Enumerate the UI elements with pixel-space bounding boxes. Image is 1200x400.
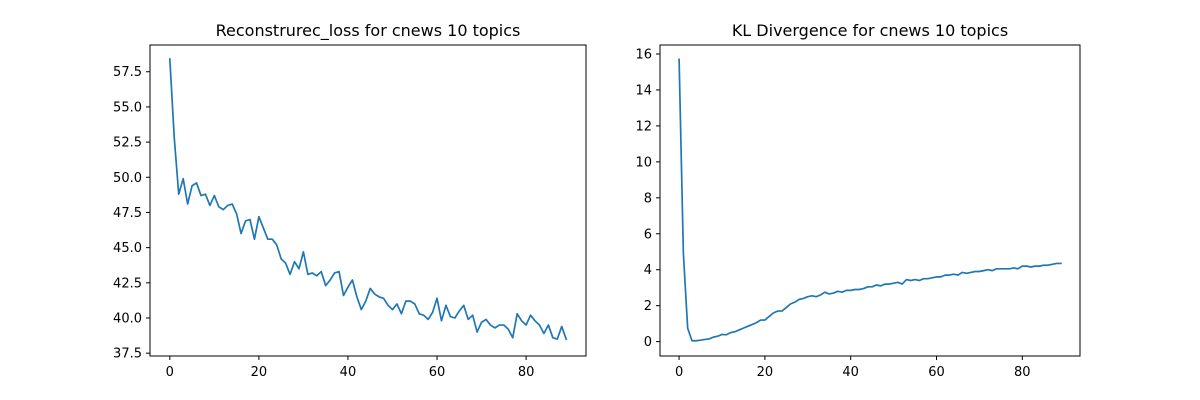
y-tick-label: 37.5	[113, 347, 142, 362]
y-tick-label: 52.5	[113, 136, 142, 151]
axes-frame	[149, 44, 587, 357]
x-tick-label: 40	[842, 365, 859, 380]
x-tick-label: 20	[251, 365, 268, 380]
y-tick-label: 14	[635, 83, 652, 98]
series-line	[168, 58, 568, 341]
x-tick-label: 60	[429, 365, 446, 380]
x-tick-label: 80	[1014, 365, 1031, 380]
y-tick-label: 45.0	[113, 241, 142, 256]
y-tick-label: 42.5	[113, 276, 142, 291]
y-tick-label: 55.0	[113, 100, 142, 115]
series-line	[678, 58, 1062, 342]
x-tick-label: 40	[340, 365, 357, 380]
x-tick-label: 0	[675, 365, 683, 380]
chart-title: Reconstrurec_loss for cnews 10 topics	[216, 21, 521, 41]
x-tick-label: 60	[928, 365, 945, 380]
y-tick-label: 2	[644, 299, 652, 314]
y-tick-label: 57.5	[113, 65, 142, 80]
axes-frame	[659, 44, 1081, 357]
y-tick-label: 40.0	[113, 312, 142, 327]
y-tick-label: 0	[644, 335, 652, 350]
chart-title: KL Divergence for cnews 10 topics	[732, 21, 1008, 40]
y-tick-label: 6	[644, 227, 652, 242]
y-tick-label: 47.5	[113, 206, 142, 221]
y-tick-label: 16	[635, 47, 652, 62]
x-tick-label: 20	[757, 365, 774, 380]
y-tick-label: 50.0	[113, 171, 142, 186]
chart-panel-1: Reconstrurec_loss for cnews 10 topics 0 20…	[113, 21, 587, 380]
y-tick-label: 12	[635, 119, 652, 134]
y-tick-label: 8	[644, 191, 652, 206]
y-tick-label: 4	[644, 263, 652, 278]
x-tick-label: 0	[166, 365, 174, 380]
x-tick-label: 80	[518, 365, 535, 380]
y-tick-label: 10	[635, 155, 652, 170]
